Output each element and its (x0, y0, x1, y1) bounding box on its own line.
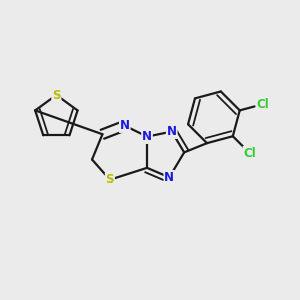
Text: S: S (106, 173, 114, 186)
Text: N: N (120, 119, 130, 132)
Text: S: S (52, 88, 61, 101)
Text: N: N (164, 171, 174, 184)
Text: N: N (142, 130, 152, 143)
Text: Cl: Cl (243, 147, 256, 160)
Text: N: N (167, 125, 177, 138)
Text: Cl: Cl (256, 98, 269, 111)
